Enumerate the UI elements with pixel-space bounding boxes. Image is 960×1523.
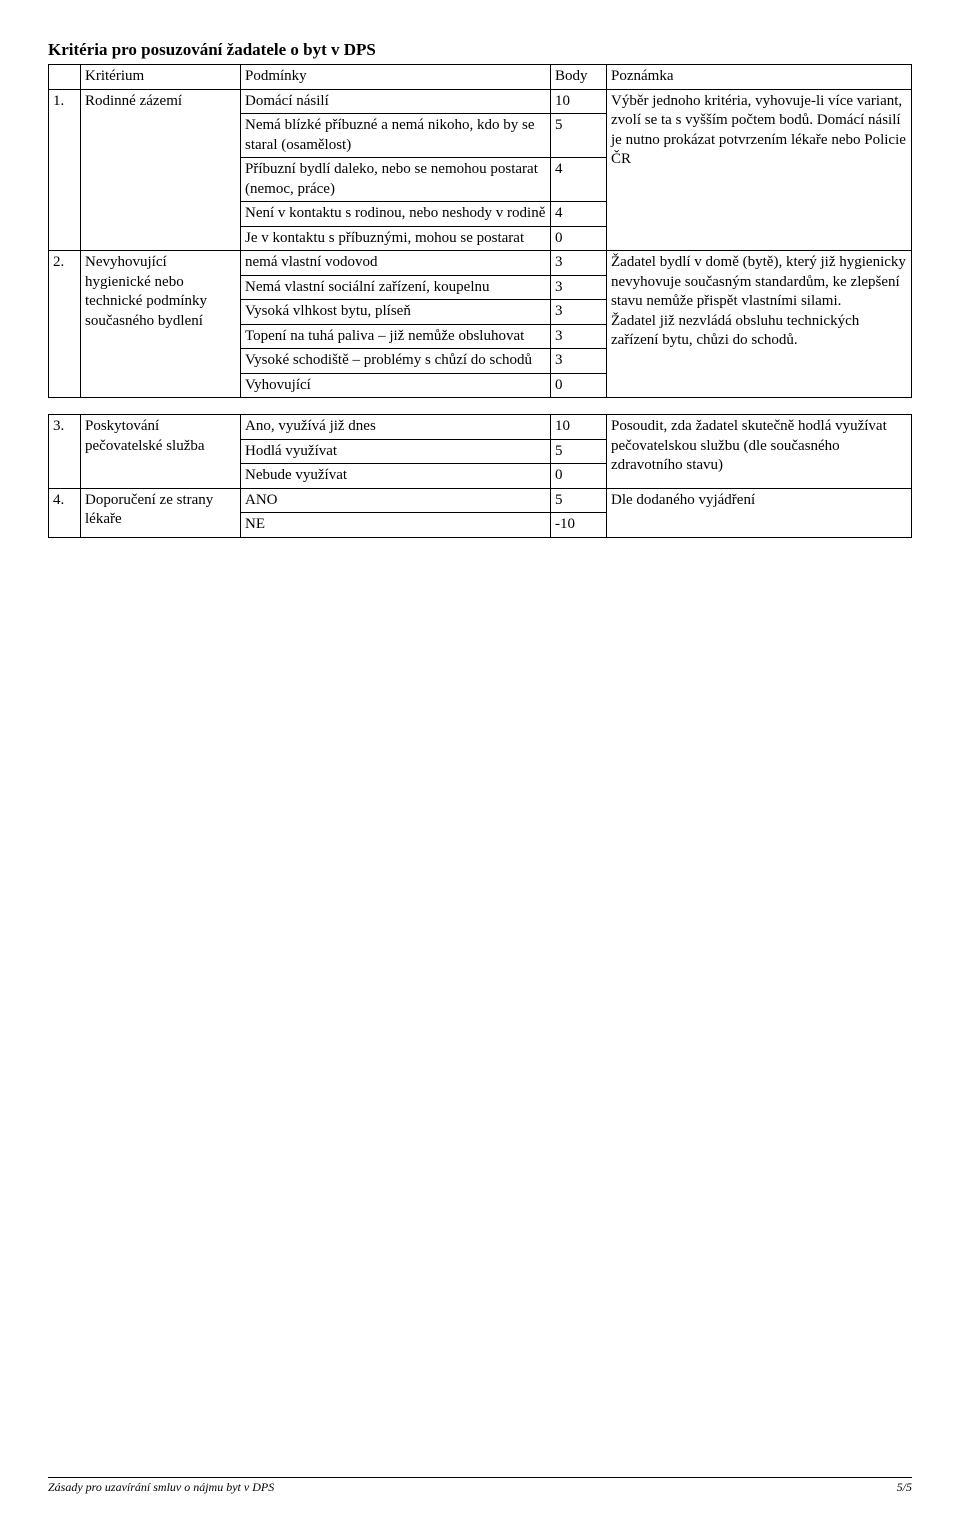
row1-cond5: Je v kontaktu s příbuznými, mohou se pos…	[241, 226, 551, 251]
row4-pts2: -10	[551, 513, 607, 538]
row1-pts2: 5	[551, 114, 607, 158]
row2-pts2: 3	[551, 275, 607, 300]
row1-criterion: Rodinné zázemí	[81, 89, 241, 251]
row3-criterion: Poskytování pečovatelské služba	[81, 415, 241, 489]
row2-criterion: Nevyhovující hygienické nebo technické p…	[81, 251, 241, 398]
table-row: 3. Poskytování pečovatelské služba Ano, …	[49, 415, 912, 440]
row4-pts1: 5	[551, 488, 607, 513]
row3-pts3: 0	[551, 464, 607, 489]
row1-cond1: Domácí násilí	[241, 89, 551, 114]
row3-pts2: 5	[551, 439, 607, 464]
row2-cond6: Vyhovující	[241, 373, 551, 398]
row4-note: Dle dodaného vyjádření	[607, 488, 912, 537]
row1-num: 1.	[49, 89, 81, 251]
row2-pts3: 3	[551, 300, 607, 325]
row3-pts1: 10	[551, 415, 607, 440]
footer-left: Zásady pro uzavírání smluv o nájmu byt v…	[48, 1480, 274, 1495]
header-row: Kritérium Podmínky Body Poznámka	[49, 65, 912, 90]
row1-note: Výběr jednoho kritéria, vyhovuje-li více…	[607, 89, 912, 251]
row1-pts1: 10	[551, 89, 607, 114]
footer-page-number: 5/5	[897, 1480, 912, 1495]
row2-cond4: Topení na tuhá paliva – již nemůže obslu…	[241, 324, 551, 349]
row1-cond3: Příbuzní bydlí daleko, nebo se nemohou p…	[241, 158, 551, 202]
header-note: Poznámka	[607, 65, 912, 90]
row4-num: 4.	[49, 488, 81, 537]
header-criterion: Kritérium	[81, 65, 241, 90]
row2-note: Žadatel bydlí v domě (bytě), který již h…	[607, 251, 912, 398]
header-num	[49, 65, 81, 90]
row4-cond1: ANO	[241, 488, 551, 513]
row2-pts1: 3	[551, 251, 607, 276]
row3-num: 3.	[49, 415, 81, 489]
row2-cond3: Vysoká vlhkost bytu, plíseň	[241, 300, 551, 325]
row2-cond5: Vysoké schodiště – problémy s chůzí do s…	[241, 349, 551, 374]
row3-cond3: Nebude využívat	[241, 464, 551, 489]
row1-pts4: 4	[551, 202, 607, 227]
page-title: Kritéria pro posuzování žadatele o byt v…	[48, 40, 912, 60]
criteria-table-2: 3. Poskytování pečovatelské služba Ano, …	[48, 414, 912, 538]
row1-cond4: Není v kontaktu s rodinou, nebo neshody …	[241, 202, 551, 227]
table-row: 2. Nevyhovující hygienické nebo technick…	[49, 251, 912, 276]
row2-pts6: 0	[551, 373, 607, 398]
table-row: 4. Doporučení ze strany lékaře ANO 5 Dle…	[49, 488, 912, 513]
row1-cond2: Nemá blízké příbuzné a nemá nikoho, kdo …	[241, 114, 551, 158]
criteria-table-1: Kritérium Podmínky Body Poznámka 1. Rodi…	[48, 64, 912, 398]
row3-note: Posoudit, zda žadatel skutečně hodlá vyu…	[607, 415, 912, 489]
row1-pts3: 4	[551, 158, 607, 202]
footer-divider	[48, 1477, 912, 1478]
row4-cond2: NE	[241, 513, 551, 538]
page-footer: Zásady pro uzavírání smluv o nájmu byt v…	[48, 1477, 912, 1495]
row2-cond2: Nemá vlastní sociální zařízení, koupelnu	[241, 275, 551, 300]
row1-pts5: 0	[551, 226, 607, 251]
row3-cond2: Hodlá využívat	[241, 439, 551, 464]
table-row: 1. Rodinné zázemí Domácí násilí 10 Výběr…	[49, 89, 912, 114]
row2-cond1: nemá vlastní vodovod	[241, 251, 551, 276]
row3-cond1: Ano, využívá již dnes	[241, 415, 551, 440]
row2-pts4: 3	[551, 324, 607, 349]
header-conditions: Podmínky	[241, 65, 551, 90]
row4-criterion: Doporučení ze strany lékaře	[81, 488, 241, 537]
header-points: Body	[551, 65, 607, 90]
row2-pts5: 3	[551, 349, 607, 374]
row2-num: 2.	[49, 251, 81, 398]
